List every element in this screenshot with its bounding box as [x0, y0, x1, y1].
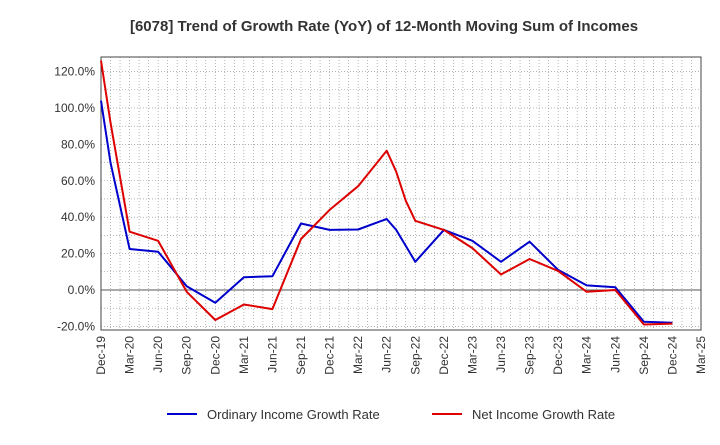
x-tick-label: Dec-24 [665, 336, 679, 375]
x-tick-label: Jun-20 [151, 336, 165, 373]
x-tick-label: Mar-21 [237, 336, 251, 374]
y-tick-label: -20.0% [57, 319, 95, 333]
x-tick-label: Mar-22 [351, 336, 365, 374]
x-tick-label: Mar-24 [580, 336, 594, 374]
x-tick-label: Sep-22 [408, 336, 422, 375]
x-tick-label: Dec-22 [437, 336, 451, 375]
legend-label-ordinary-income: Ordinary Income Growth Rate [207, 407, 380, 422]
x-tick-label: Dec-19 [94, 336, 108, 375]
y-tick-label: 40.0% [61, 210, 95, 224]
x-tick-label: Sep-20 [180, 336, 194, 375]
x-tick-label: Jun-23 [494, 336, 508, 373]
grid [100, 57, 702, 330]
legend: Ordinary Income Growth Rate Net Income G… [167, 407, 615, 422]
x-tick-label: Jun-24 [608, 336, 622, 373]
y-tick-label: 0.0% [68, 283, 96, 297]
x-tick-label: Mar-25 [694, 336, 708, 374]
x-tick-label: Mar-23 [465, 336, 479, 374]
y-axis: -20.0% 0.0% 20.0% 40.0% 60.0% 80.0% 100.0% 120.… [54, 65, 95, 334]
x-tick-label: Jun-22 [380, 336, 394, 373]
series-line-net-income [100, 60, 673, 326]
y-tick-label: 80.0% [61, 137, 95, 151]
y-tick-label: 20.0% [61, 247, 95, 261]
x-tick-label: Dec-23 [551, 336, 565, 375]
x-tick-label: Dec-21 [323, 336, 337, 375]
plot-frame [100, 56, 702, 331]
x-tick-label: Dec-20 [208, 336, 222, 375]
legend-label-net-income: Net Income Growth Rate [472, 407, 615, 422]
x-tick-label: Sep-21 [294, 336, 308, 375]
y-tick-label: 100.0% [54, 101, 95, 115]
x-tick-label: Jun-21 [265, 336, 279, 373]
x-tick-label: Mar-20 [123, 336, 137, 374]
chart-title: [6078] Trend of Growth Rate (YoY) of 12-… [130, 18, 638, 35]
series-line-ordinary-income [100, 100, 673, 324]
series-lines [100, 60, 673, 326]
x-tick-label: Sep-23 [523, 336, 537, 375]
y-tick-label: 60.0% [61, 174, 95, 188]
x-tick-label: Sep-24 [637, 336, 651, 375]
x-axis: Dec-19 Mar-20 Jun-20 Sep-20 Dec-20 Mar-21 Jun-… [94, 336, 708, 375]
y-tick-label: 120.0% [54, 65, 95, 79]
